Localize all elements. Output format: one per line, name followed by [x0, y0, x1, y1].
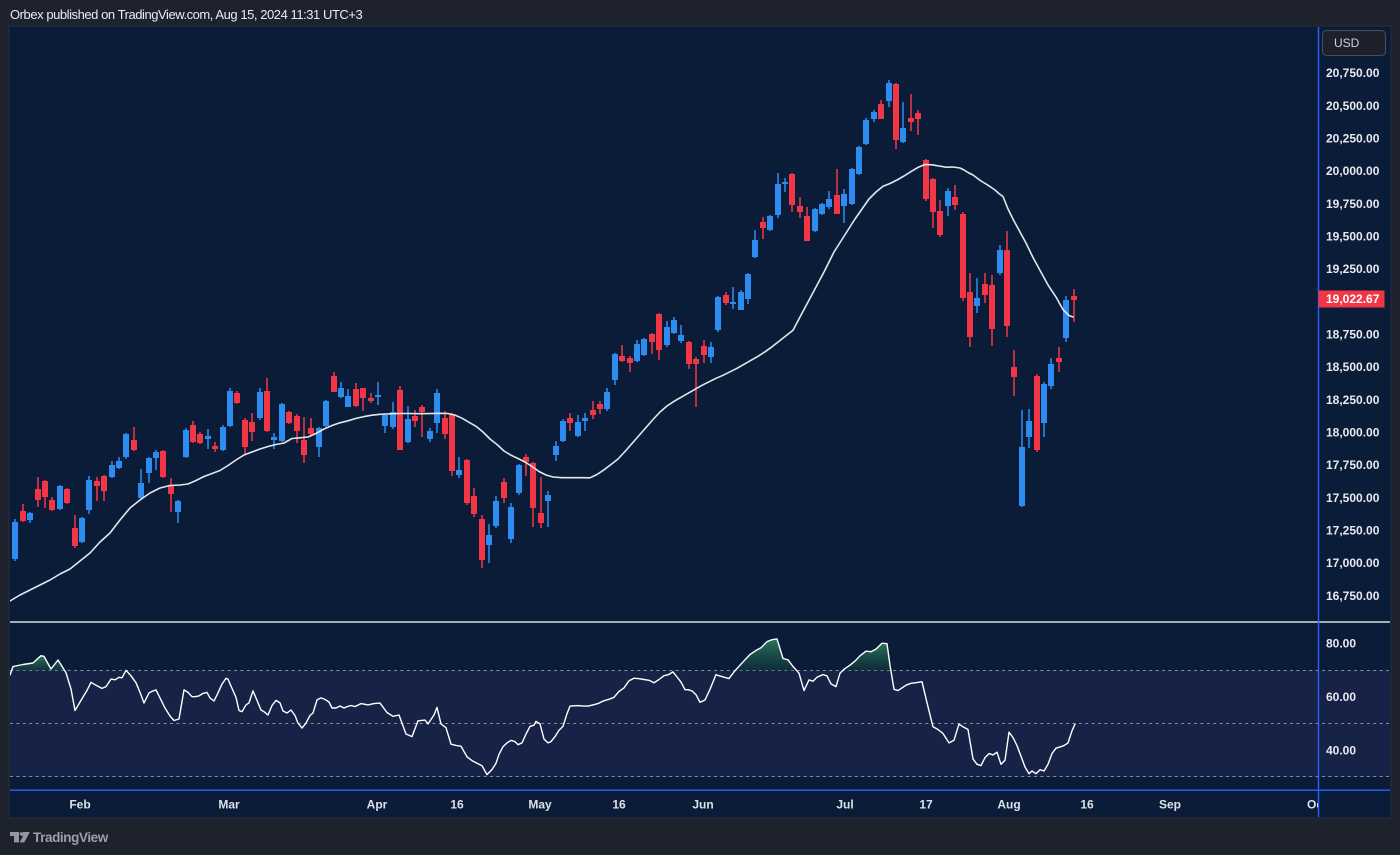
svg-text:19,250.00: 19,250.00	[1326, 262, 1380, 276]
svg-text:Jun: Jun	[692, 798, 713, 812]
svg-text:20,500.00: 20,500.00	[1326, 99, 1380, 113]
svg-text:18,750.00: 18,750.00	[1326, 328, 1380, 342]
svg-text:17,250.00: 17,250.00	[1326, 524, 1380, 538]
svg-text:Sep: Sep	[1159, 798, 1181, 812]
svg-text:19,500.00: 19,500.00	[1326, 230, 1380, 244]
svg-text:USD: USD	[1334, 36, 1360, 50]
svg-text:Feb: Feb	[69, 798, 90, 812]
svg-text:17,000.00: 17,000.00	[1326, 556, 1380, 570]
svg-text:60.00: 60.00	[1326, 690, 1356, 704]
svg-text:16: 16	[450, 798, 464, 812]
svg-text:20,250.00: 20,250.00	[1326, 132, 1380, 146]
svg-text:16,750.00: 16,750.00	[1326, 589, 1380, 603]
svg-text:20,000.00: 20,000.00	[1326, 164, 1380, 178]
svg-text:Jul: Jul	[836, 798, 853, 812]
svg-text:17: 17	[919, 798, 933, 812]
svg-text:Oct: Oct	[1307, 798, 1327, 812]
svg-text:17,750.00: 17,750.00	[1326, 458, 1380, 472]
svg-text:18,250.00: 18,250.00	[1326, 393, 1380, 407]
svg-text:17,500.00: 17,500.00	[1326, 491, 1380, 505]
svg-text:80.00: 80.00	[1326, 637, 1356, 651]
svg-text:20,750.00: 20,750.00	[1326, 66, 1380, 80]
svg-text:Apr: Apr	[367, 798, 388, 812]
svg-text:16: 16	[1080, 798, 1094, 812]
svg-text:19,750.00: 19,750.00	[1326, 197, 1380, 211]
svg-text:May: May	[528, 798, 552, 812]
svg-text:18,500.00: 18,500.00	[1326, 360, 1380, 374]
svg-text:19,022.67: 19,022.67	[1326, 292, 1380, 306]
svg-text:40.00: 40.00	[1326, 743, 1356, 757]
svg-text:Aug: Aug	[997, 798, 1020, 812]
svg-text:18,000.00: 18,000.00	[1326, 426, 1380, 440]
svg-text:16: 16	[612, 798, 626, 812]
svg-text:Mar: Mar	[218, 798, 240, 812]
